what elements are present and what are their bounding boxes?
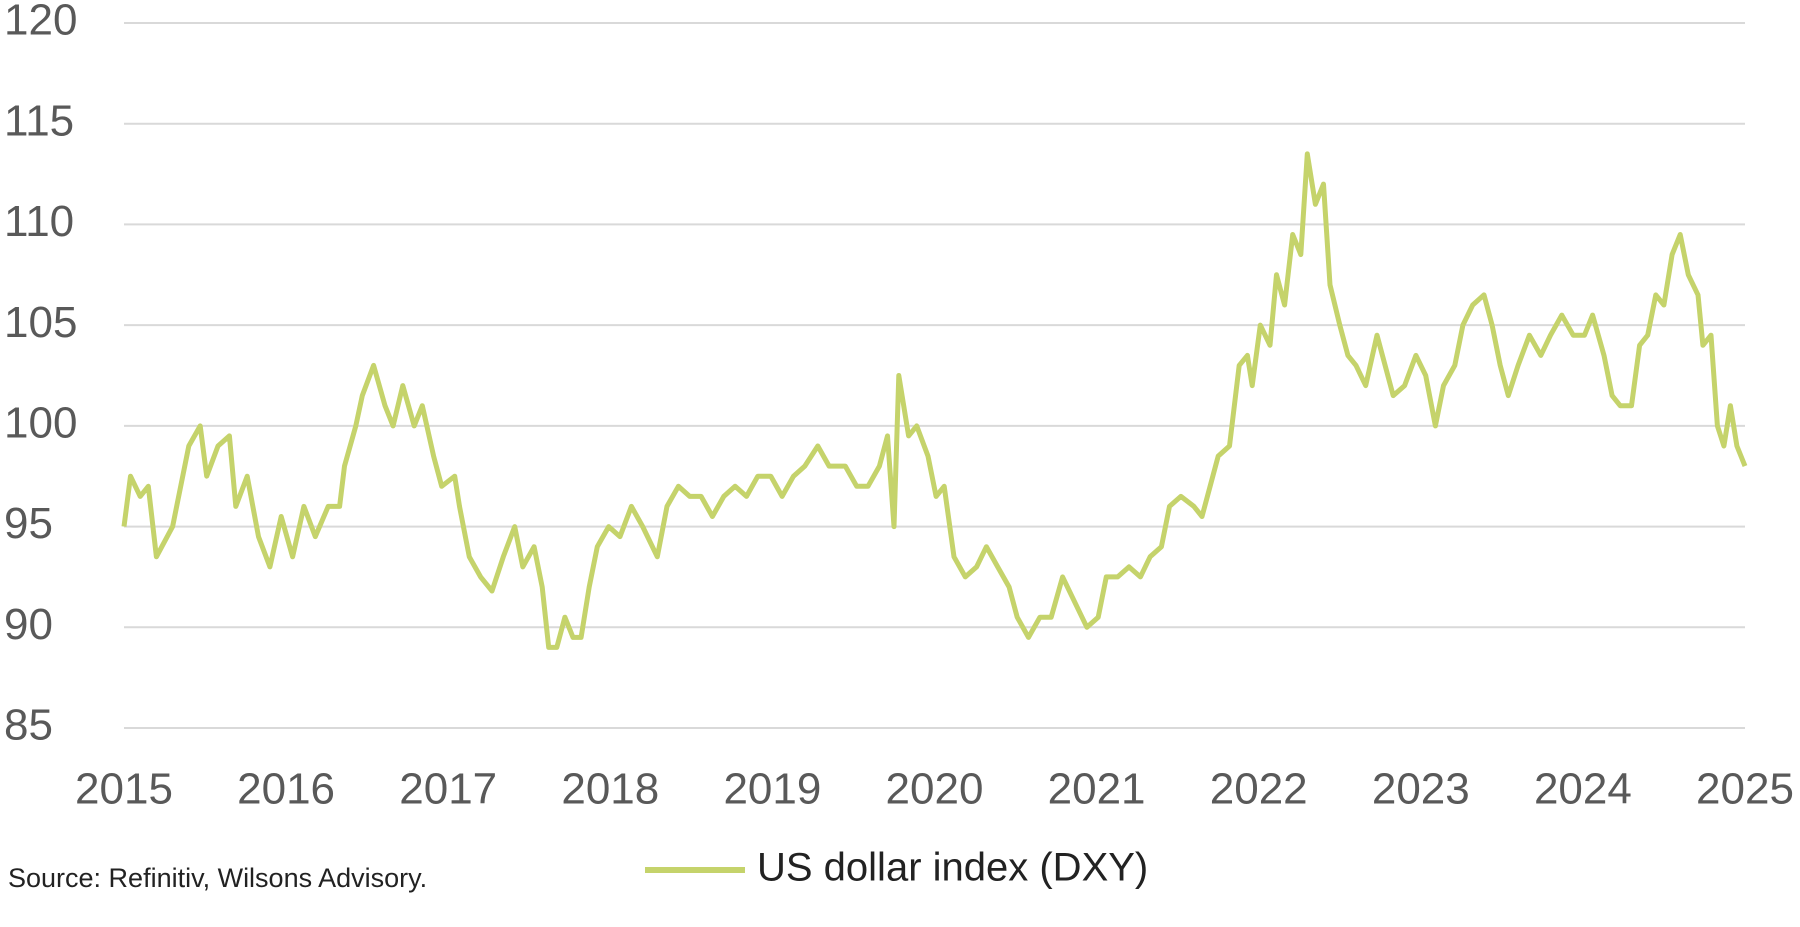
x-tick-label: 2016 [237,765,335,814]
y-tick-label: 100 [4,398,77,447]
x-tick-label: 2025 [1696,765,1794,814]
data-line [121,151,1748,650]
y-tick-label: 110 [4,197,74,246]
y-tick-label: 115 [4,96,74,145]
y-tick-label: 85 [4,701,53,750]
x-tick-label: 2018 [561,765,659,814]
legend-label: US dollar index (DXY) [757,846,1148,890]
x-tick-label: 2022 [1210,765,1308,814]
y-tick-label: 120 [4,0,77,45]
x-tick-label: 2020 [886,765,984,814]
source-note: Source: Refinitiv, Wilsons Advisory. [8,863,427,893]
x-tick-label: 2023 [1372,765,1470,814]
y-tick-label: 105 [4,298,77,347]
x-tick-label: 2015 [75,765,173,814]
y-tick-label: 95 [4,499,53,548]
x-tick-label: 2019 [723,765,821,814]
y-tick-label: 90 [4,600,53,649]
x-tick-label: 2024 [1534,765,1632,814]
x-tick-label: 2017 [399,765,497,814]
x-tick-label: 2021 [1048,765,1146,814]
